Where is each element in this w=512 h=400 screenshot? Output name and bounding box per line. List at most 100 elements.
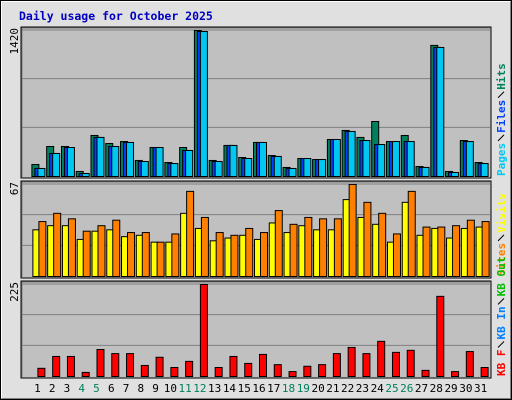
x-tick-label: 30: [459, 382, 472, 395]
x-tick-label: 10: [164, 382, 177, 395]
bar: [303, 365, 312, 377]
bar: [200, 216, 209, 278]
bar: [289, 223, 298, 277]
x-tick-label: 29: [444, 382, 457, 395]
x-tick-label: 7: [123, 382, 130, 395]
y-tick-label: 67: [8, 182, 21, 195]
y-tick-label: 1420: [8, 28, 21, 55]
chart-title: Daily usage for October 2025: [19, 9, 213, 23]
bar: [245, 227, 254, 277]
bar: [171, 233, 180, 277]
bar: [185, 360, 194, 378]
x-tick-label: 25: [385, 382, 398, 395]
bar: [273, 364, 282, 377]
bar: [332, 353, 341, 378]
x-tick-label: 12: [193, 382, 206, 395]
x-tick-label: 3: [64, 382, 71, 395]
legend-entry: Visits: [495, 193, 508, 233]
bar: [199, 284, 208, 377]
bar: [155, 356, 164, 378]
bar: [96, 136, 105, 178]
bar: [288, 371, 297, 377]
bar: [111, 353, 120, 378]
bar: [156, 241, 165, 278]
legend-entry: KB Out: [495, 257, 508, 297]
x-tick-label: 24: [371, 382, 385, 395]
bar: [112, 219, 121, 277]
bar: [465, 141, 474, 177]
bar: [82, 230, 91, 278]
legend-separator: [497, 341, 505, 348]
bar: [141, 232, 150, 278]
legend-entry: Hits: [495, 63, 508, 90]
bar: [362, 140, 371, 177]
bar: [362, 353, 371, 378]
bar: [273, 155, 282, 177]
x-tick-label: 16: [252, 382, 265, 395]
bar: [52, 355, 61, 378]
bar: [451, 171, 460, 178]
bar: [348, 184, 357, 277]
x-tick-label: 20: [311, 382, 324, 395]
x-tick-label: 8: [137, 382, 144, 395]
bar: [318, 364, 327, 377]
x-tick-label: 17: [267, 382, 280, 395]
bar: [229, 144, 238, 177]
bar: [406, 349, 415, 378]
bar: [53, 212, 62, 277]
bar: [126, 141, 135, 177]
legend-entry: KB F: [495, 350, 508, 377]
bar: [303, 158, 312, 178]
bar: [260, 232, 268, 278]
x-tick-label: 4: [78, 382, 85, 395]
bar: [437, 226, 446, 278]
x-tick-label: 13: [208, 382, 221, 395]
x-tick-label: 2: [49, 382, 56, 395]
bar: [111, 145, 120, 177]
bar: [332, 138, 341, 177]
bar: [333, 218, 342, 277]
x-tick-label: 6: [108, 382, 115, 395]
bar: [377, 144, 386, 177]
legend-separator: [497, 234, 505, 242]
bar: [407, 190, 416, 278]
legend-separator: [497, 134, 505, 142]
bar: [378, 212, 387, 277]
bar: [97, 225, 106, 277]
bar: [66, 147, 75, 177]
bar: [481, 221, 490, 278]
x-tick-label: 18: [282, 382, 295, 395]
legend-entry: Files: [495, 100, 508, 133]
x-tick-label: 14: [223, 382, 237, 395]
bar: [230, 234, 239, 277]
bar: [140, 364, 149, 377]
x-tick-label: 22: [341, 382, 354, 395]
x-tick-label: 26: [400, 382, 413, 395]
bar: [214, 367, 223, 378]
bar: [37, 367, 46, 378]
bar: [199, 31, 208, 178]
bar: [186, 190, 195, 278]
bar: [391, 351, 400, 377]
bar: [347, 346, 356, 378]
bar: [304, 216, 313, 278]
bar: [347, 130, 356, 178]
bar: [126, 353, 135, 378]
bar: [406, 141, 415, 177]
legend-entry: Sites: [495, 243, 508, 276]
bar: [465, 351, 474, 377]
x-tick-label: 27: [415, 382, 428, 395]
bar: [288, 167, 297, 178]
bar: [259, 141, 267, 177]
bar: [391, 141, 400, 177]
x-tick-label: 31: [474, 382, 487, 395]
bar: [421, 166, 430, 178]
bar: [377, 340, 386, 377]
bar: [155, 147, 164, 177]
bar: [244, 158, 253, 178]
bar: [140, 160, 149, 178]
panel: [20, 280, 492, 379]
